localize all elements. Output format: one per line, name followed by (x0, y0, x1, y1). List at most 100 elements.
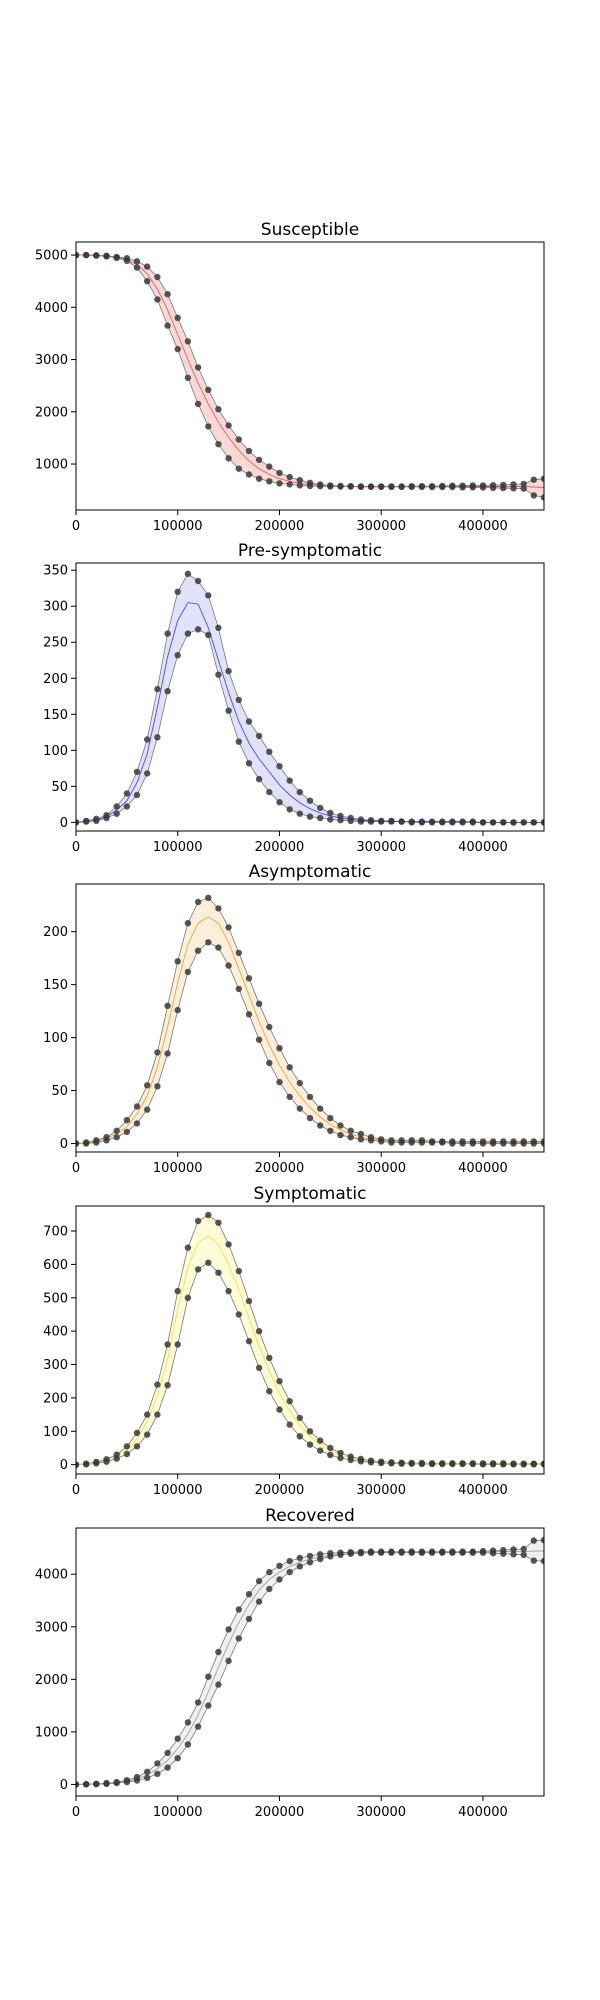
upper-point (184, 338, 192, 345)
chart-panel-0: Susceptible 0 100000 200000 300000 400000 1000… (35, 220, 545, 534)
upper-point (266, 1568, 273, 1576)
upper-point (327, 809, 334, 817)
lower-point (205, 939, 212, 946)
lower-point (520, 485, 527, 492)
lower-point (296, 1105, 303, 1112)
upper-point (174, 958, 181, 965)
lower-point (367, 1137, 375, 1144)
y-tick-label: 0 (60, 1137, 68, 1152)
y-tick-label: 4000 (35, 301, 68, 316)
x-tick-label: 100000 (153, 1161, 203, 1176)
lower-point (510, 1461, 517, 1468)
mean-line (76, 1235, 544, 1466)
lower-point (408, 819, 415, 826)
upper-point (154, 1049, 161, 1056)
lower-point (83, 1781, 90, 1788)
chart-panel-2: Asymptomatic 0 100000 200000 300000 400000 0 50… (43, 862, 545, 1176)
lower-point (489, 1461, 497, 1468)
upper-point (317, 1551, 324, 1558)
lower-point (540, 494, 544, 501)
upper-point (255, 1328, 263, 1335)
lower-point (76, 1140, 80, 1147)
mean-line (76, 1550, 544, 1785)
lower-point (337, 483, 344, 490)
lower-point (520, 1461, 527, 1468)
upper-point (205, 592, 212, 599)
upper-point (296, 1079, 303, 1087)
upper-point (205, 894, 212, 901)
lower-point (449, 483, 456, 491)
lower-point (266, 478, 273, 485)
lower-point (83, 818, 90, 825)
y-tick-label: 1000 (35, 1725, 68, 1740)
lower-point (194, 947, 202, 954)
upper-point (194, 364, 202, 371)
upper-bound-line (76, 1539, 544, 1785)
upper-point (113, 1127, 120, 1135)
lower-point (327, 1127, 334, 1135)
upper-point (306, 1093, 314, 1101)
upper-point (276, 763, 283, 770)
lower-point (388, 1460, 395, 1467)
axes-frame (75, 1205, 545, 1475)
lower-point (174, 1755, 181, 1762)
upper-point (184, 920, 192, 927)
lower-point (357, 483, 365, 490)
upper-point (276, 469, 283, 477)
lower-point (479, 1549, 487, 1556)
lower-point (500, 819, 507, 826)
lower-point (245, 1338, 253, 1345)
upper-point (540, 1536, 544, 1544)
y-tick-label: 200 (43, 672, 68, 687)
lower-point (540, 1140, 544, 1147)
lower-point (164, 322, 171, 329)
upper-point (296, 1554, 303, 1562)
lower-point (225, 455, 232, 462)
lower-point (418, 483, 426, 490)
y-tick-label: 100 (43, 1425, 68, 1440)
upper-point (215, 1219, 222, 1226)
lower-point (235, 1635, 242, 1642)
lower-point (378, 483, 385, 490)
x-tick-label: 300000 (356, 1161, 406, 1176)
upper-point (205, 386, 212, 393)
y-tick-label: 500 (43, 1291, 68, 1306)
lower-point (296, 810, 303, 817)
y-tick-label: 1000 (35, 458, 68, 473)
lower-point (327, 816, 334, 823)
lower-point (184, 374, 192, 381)
lower-point (306, 482, 314, 490)
lower-point (510, 1140, 517, 1147)
lower-point (133, 791, 141, 799)
upper-point (286, 777, 293, 784)
mean-line (76, 602, 544, 823)
lower-point (449, 1140, 456, 1147)
lower-point (76, 1781, 80, 1788)
upper-point (235, 696, 242, 704)
lower-point (113, 254, 120, 262)
x-tick-label: 400000 (458, 1161, 508, 1176)
upper-point (133, 768, 141, 776)
upper-point (174, 314, 181, 321)
lower-point (133, 1777, 141, 1784)
lower-point (296, 482, 303, 489)
upper-point (154, 1381, 161, 1388)
upper-point (235, 436, 242, 443)
lower-point (530, 1557, 537, 1564)
lower-point (144, 770, 151, 777)
lower-point (255, 475, 263, 482)
lower-point (439, 1549, 446, 1556)
upper-point (164, 1002, 171, 1009)
chart-panel-4: Recovered 0 100000 200000 300000 400000 0 1000 2… (35, 1506, 545, 1820)
upper-point (520, 1545, 527, 1553)
upper-point (184, 1244, 192, 1251)
upper-point (194, 577, 202, 585)
lower-point (520, 819, 527, 826)
upper-point (510, 1546, 517, 1553)
upper-point (164, 630, 171, 637)
y-tick-label: 250 (43, 636, 68, 651)
lower-point (255, 1036, 263, 1043)
lower-point (174, 345, 181, 353)
lower-point (439, 1460, 446, 1468)
